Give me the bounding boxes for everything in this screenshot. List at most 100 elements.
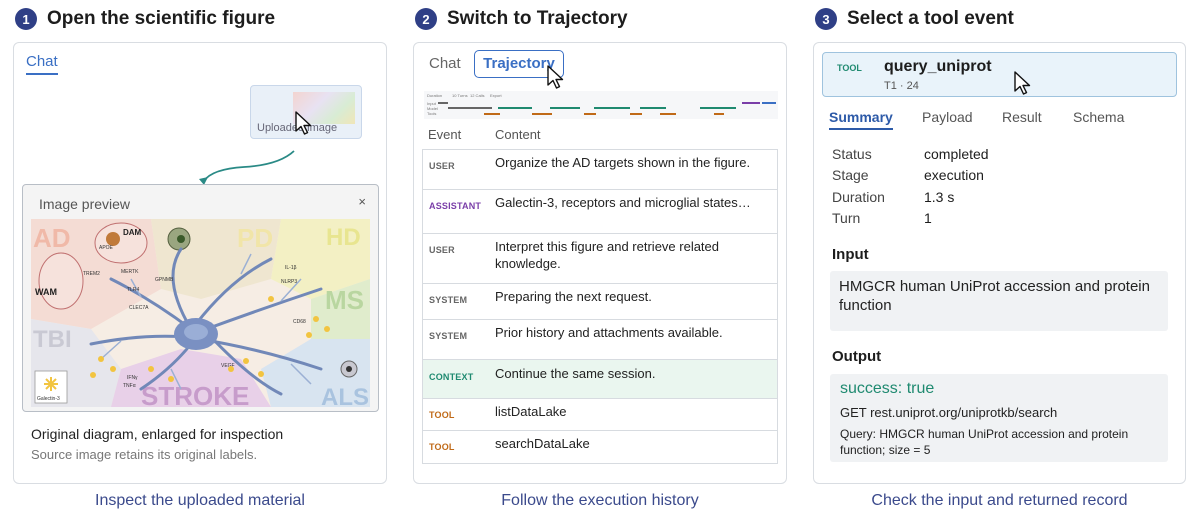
tool-badge: TOOL: [837, 63, 862, 73]
output-request: GET rest.uniprot.org/uniprotkb/search: [840, 405, 1058, 420]
region-label-stroke: STROKE: [141, 381, 249, 407]
output-status: success: true: [840, 380, 935, 397]
step-title: Switch to Trajectory: [447, 8, 628, 29]
tab-schema[interactable]: Schema: [1073, 109, 1125, 125]
mouse-cursor-icon: [295, 111, 312, 135]
timeline-label: Export: [490, 93, 502, 98]
table-row[interactable]: USER Organize the AD targets shown in th…: [423, 150, 777, 190]
tab-summary[interactable]: Summary: [829, 109, 893, 130]
label-mertk: MERTK: [121, 269, 139, 275]
step-1-header: 1 Open the scientific figure: [15, 8, 275, 30]
original-diagram-title: Original diagram, enlarged for inspectio…: [31, 426, 284, 442]
table-row[interactable]: ASSISTANT Galectin-3, receptors and micr…: [423, 190, 777, 234]
label-gpnmb: GPNMB: [155, 277, 174, 283]
event-content: listDataLake: [495, 404, 567, 419]
timeline-row-label: Model: [427, 106, 438, 111]
timeline-label: Duration: [427, 93, 442, 98]
event-content: Prior history and attachments available.: [495, 325, 723, 340]
tool-meta: T1 · 24: [884, 80, 919, 92]
output-query: Query: HMGCR human UniProt accession and…: [840, 427, 1129, 457]
event-type: USER: [429, 161, 455, 171]
label-dam: DAM: [123, 228, 142, 237]
tool-name: query_uniprot: [884, 58, 992, 75]
step-2-caption: Follow the execution history: [501, 492, 699, 509]
table-row[interactable]: TOOL listDataLake: [423, 399, 777, 431]
event-content: Organize the AD targets shown in the fig…: [495, 155, 751, 170]
summary-key: Stage: [832, 167, 869, 183]
table-row[interactable]: SYSTEM Preparing the next request.: [423, 284, 777, 320]
label-nlrp3: NLRP3: [281, 279, 297, 285]
table-row[interactable]: CONTEXT Continue the same session.: [423, 360, 777, 399]
summary-value-turn: 1: [924, 210, 932, 226]
scientific-figure[interactable]: AD PD HD MS TBI STROKE ALS WAM DAM: [31, 219, 370, 407]
input-section-title: Input: [832, 246, 869, 263]
step-2-header: 2 Switch to Trajectory: [415, 8, 628, 30]
region-label-ad: AD: [33, 223, 71, 253]
label-il1b: IL-1β: [285, 265, 297, 271]
event-content: Galectin-3, receptors and microglial sta…: [495, 195, 751, 210]
mouse-cursor-icon: [1014, 71, 1031, 95]
timeline-row-label: Input: [427, 101, 437, 106]
summary-value-stage: execution: [924, 167, 984, 183]
selected-tool-event[interactable]: TOOL query_uniprot T1 · 24: [822, 52, 1177, 97]
event-content: searchDataLake: [495, 436, 590, 451]
column-header-content: Content: [495, 127, 541, 142]
event-type: ASSISTANT: [429, 201, 482, 211]
step-1-caption: Inspect the uploaded material: [95, 492, 305, 509]
step-3-caption: Check the input and returned record: [871, 492, 1128, 509]
event-type: SYSTEM: [429, 331, 468, 341]
label-clec7a: CLEC7A: [129, 305, 149, 311]
chat-panel: Chat Uploaded image Image preview ×: [13, 42, 387, 484]
timeline-label: 12 Calls: [470, 93, 484, 98]
neuron-diagram: AD PD HD MS TBI STROKE ALS WAM DAM: [31, 219, 370, 407]
output-record: success: true GET rest.uniprot.org/unipr…: [830, 374, 1168, 462]
label-trem2: TREM2: [83, 271, 100, 277]
step-number-badge: 1: [15, 8, 37, 30]
timeline-label: 10 Turns: [452, 93, 468, 98]
mouse-cursor-icon: [547, 65, 564, 89]
label-tlr4: TLR4: [127, 287, 139, 293]
label-ifng: IFNγ: [127, 375, 138, 381]
original-diagram-subtitle: Source image retains its original labels…: [31, 447, 258, 462]
timeline-row-label: Tools: [427, 111, 436, 116]
event-type: SYSTEM: [429, 295, 468, 305]
event-type: TOOL: [429, 410, 455, 420]
event-content: Interpret this figure and retrieve relat…: [495, 239, 720, 271]
region-label-hd: HD: [326, 224, 361, 251]
label-apoe: APOE: [99, 245, 114, 251]
label-wam: WAM: [35, 287, 57, 297]
output-section-title: Output: [832, 348, 882, 365]
summary-value-status: completed: [924, 146, 989, 162]
table-row[interactable]: SYSTEM Prior history and attachments ava…: [423, 320, 777, 360]
tab-trajectory[interactable]: Trajectory: [474, 50, 564, 78]
table-row[interactable]: USER Interpret this figure and retrieve …: [423, 234, 777, 284]
tool-detail-panel: TOOL query_uniprot T1 · 24 Summary Paylo…: [813, 42, 1186, 484]
image-preview-dialog: Image preview × AD PD HD MS TBI STROKE: [22, 184, 379, 412]
step-number-badge: 3: [815, 8, 837, 30]
region-label-tbi: TBI: [33, 326, 72, 353]
step-number-badge: 2: [415, 8, 437, 30]
event-table: USER Organize the AD targets shown in th…: [422, 149, 778, 464]
step-title: Open the scientific figure: [47, 8, 276, 29]
input-text: HMGCR human UniProt accession and protei…: [830, 271, 1168, 331]
trajectory-timeline[interactable]: Duration 10 Turns 12 Calls Export Input …: [424, 91, 778, 119]
trajectory-panel: Chat Trajectory Duration 10 Turns 12 Cal…: [413, 42, 787, 484]
tab-chat[interactable]: Chat: [26, 53, 58, 75]
table-row[interactable]: TOOL searchDataLake: [423, 431, 777, 463]
region-label-ms: MS: [325, 285, 364, 315]
summary-key: Turn: [832, 210, 861, 226]
step-title: Select a tool event: [847, 8, 1014, 29]
tab-result[interactable]: Result: [1002, 109, 1042, 125]
summary-key: Status: [832, 146, 872, 162]
tab-payload[interactable]: Payload: [922, 109, 973, 125]
label-tnfa: TNFα: [123, 383, 136, 389]
label-cd68: CD68: [293, 319, 306, 325]
event-type: USER: [429, 245, 455, 255]
summary-key: Duration: [832, 189, 885, 205]
event-type: TOOL: [429, 442, 455, 452]
label-vegf: VEGF: [221, 363, 235, 369]
column-header-event: Event: [428, 127, 462, 142]
tab-chat[interactable]: Chat: [429, 55, 461, 72]
close-icon[interactable]: ×: [358, 194, 366, 209]
event-content: Continue the same session.: [495, 366, 656, 381]
